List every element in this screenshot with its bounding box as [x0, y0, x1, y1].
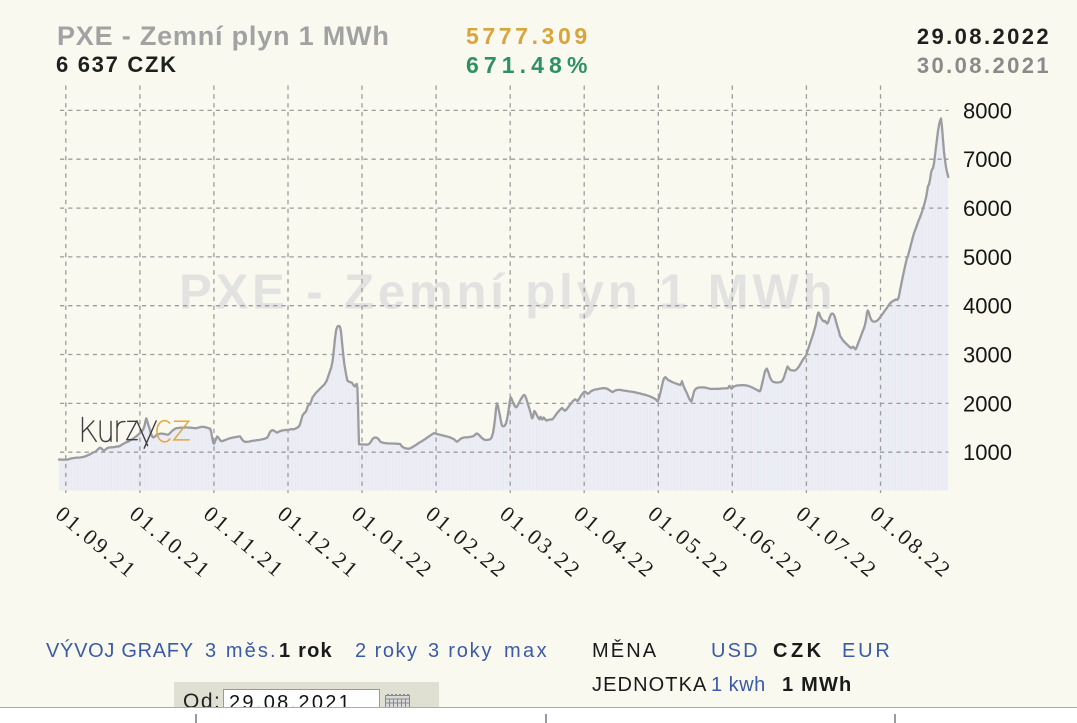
svg-text:7000: 7000 — [963, 147, 1012, 172]
svg-text:01.05.22: 01.05.22 — [643, 501, 735, 584]
svg-text:01.04.22: 01.04.22 — [569, 501, 661, 584]
svg-text:4000: 4000 — [963, 294, 1012, 319]
svg-text:8000: 8000 — [963, 98, 1012, 123]
svg-text:01.06.22: 01.06.22 — [717, 501, 809, 584]
svg-text:3000: 3000 — [963, 343, 1012, 368]
svg-text:6000: 6000 — [963, 196, 1012, 221]
svg-text:01.11.21: 01.11.21 — [199, 501, 290, 583]
svg-text:01.12.21: 01.12.21 — [273, 501, 365, 584]
svg-text:01.07.22: 01.07.22 — [792, 501, 884, 584]
svg-text:01.02.22: 01.02.22 — [421, 501, 513, 584]
svg-text:PXE - Zemní plyn 1 MWh: PXE - Zemní plyn 1 MWh — [179, 266, 837, 320]
svg-text:1000: 1000 — [963, 440, 1012, 465]
svg-text:5000: 5000 — [963, 245, 1012, 270]
svg-text:01.10.21: 01.10.21 — [125, 501, 217, 584]
svg-text:01.01.22: 01.01.22 — [347, 501, 439, 584]
svg-text:2000: 2000 — [963, 391, 1012, 416]
svg-text:01.09.21: 01.09.21 — [51, 501, 143, 584]
svg-text:01.08.22: 01.08.22 — [866, 501, 958, 584]
svg-text:01.03.22: 01.03.22 — [495, 501, 587, 584]
